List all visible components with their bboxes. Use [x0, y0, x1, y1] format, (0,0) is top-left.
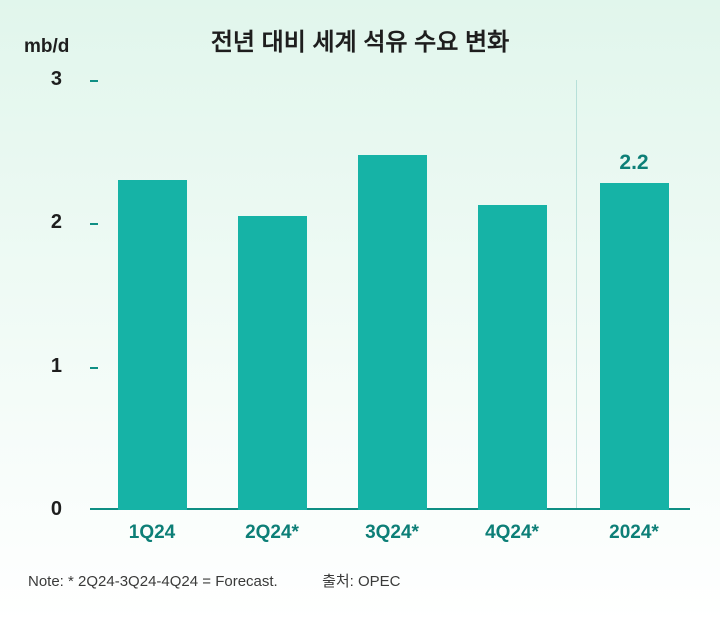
y-tick-mark [90, 80, 98, 82]
footnote-note: Note: * 2Q24-3Q24-4Q24 = Forecast. [28, 573, 278, 590]
chart-footnote: Note: * 2Q24-3Q24-4Q24 = Forecast. 출처: O… [28, 570, 401, 591]
group-separator [576, 80, 577, 510]
y-tick-label: 3 [0, 68, 62, 91]
x-axis-label: 2024* [609, 522, 659, 544]
x-axis-label: 4Q24* [485, 522, 539, 544]
y-tick-label: 2 [0, 211, 62, 234]
y-tick-label: 0 [0, 498, 62, 521]
chart-title: 전년 대비 세계 석유 수요 변화 [0, 22, 720, 57]
bar [118, 180, 187, 510]
y-tick-label: 1 [0, 355, 62, 378]
x-axis-label: 3Q24* [365, 522, 419, 544]
bar [238, 216, 307, 510]
y-axis-unit: mb/d [24, 36, 69, 58]
bar-chart: 전년 대비 세계 석유 수요 변화 mb/d 2.2 Note: * 2Q24-… [0, 0, 720, 621]
y-tick-mark [90, 223, 98, 225]
x-axis-label: 2Q24* [245, 522, 299, 544]
plot-area: 2.2 [90, 80, 690, 510]
footnote-source: 출처: OPEC [322, 573, 400, 590]
bar-value-label: 2.2 [619, 151, 648, 175]
x-axis-label: 1Q24 [129, 522, 175, 544]
bar [600, 183, 669, 510]
bar [478, 205, 547, 510]
y-tick-mark [90, 367, 98, 369]
bar [358, 155, 427, 510]
